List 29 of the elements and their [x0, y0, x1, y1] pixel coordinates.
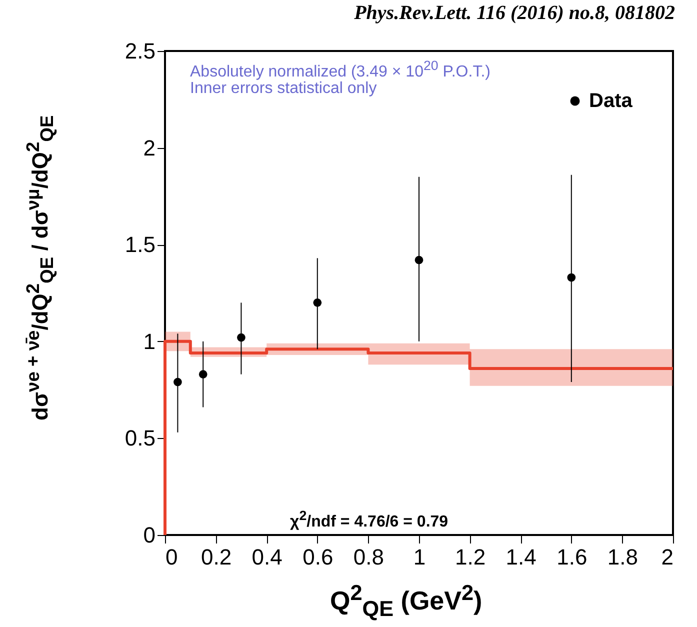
- x-tick-label: 2: [661, 544, 674, 570]
- x-tick-label: 0.4: [252, 544, 282, 570]
- y-tick-label: 1.5: [124, 232, 156, 258]
- point: [414, 256, 424, 264]
- x-tick-label: 1.2: [455, 544, 486, 570]
- x-tick-label: 1: [413, 544, 426, 570]
- annotation: Inner errors statistical only: [190, 80, 377, 98]
- x-tick-label: 0.2: [201, 544, 232, 570]
- y-tick-label: 2.5: [124, 38, 156, 64]
- legend-label: Data: [589, 90, 634, 112]
- y-tick-label: 1: [143, 328, 156, 354]
- point: [237, 333, 246, 342]
- x-tick-label: 1.6: [556, 544, 588, 570]
- y-tick-label: 2: [143, 135, 156, 160]
- annotation: χ$^{2}$/ndf = 4.76/6 = 0.79: [290, 508, 448, 532]
- y-tick-label: 0: [143, 522, 156, 548]
- point: [567, 273, 576, 282]
- chart-title: Phys.Rev.Lett. 116 (2016) no.8, 081802: [354, 2, 675, 25]
- y-tick-label: 0.5: [124, 426, 156, 451]
- x-axis-title: Q$^{2}$$_{QE}$ (GeV$^{2}$): [330, 580, 482, 622]
- point: [313, 298, 322, 307]
- x-tick-label: 0.8: [353, 544, 384, 570]
- point: [174, 378, 182, 386]
- x-tick-label: 0.6: [302, 544, 334, 570]
- x-tick-label: 1.4: [506, 544, 536, 570]
- annotation: Absolutely normalized (3.49 × 10$^{20}$ P.O.T.): [190, 58, 490, 81]
- point: [198, 370, 208, 378]
- x-tick-label: 0: [166, 544, 178, 570]
- x-tick-label: 1.8: [607, 544, 638, 570]
